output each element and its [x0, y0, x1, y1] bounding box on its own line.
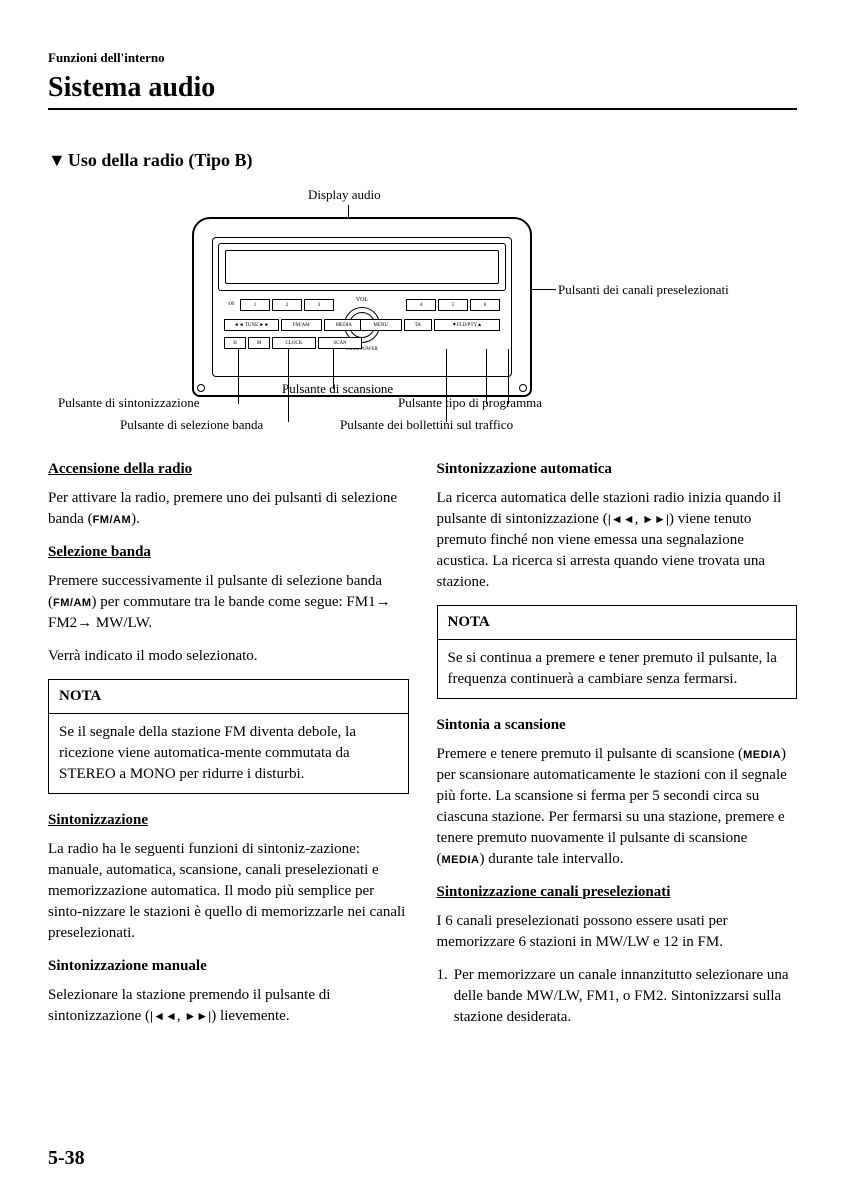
scan-label: Pulsante di scansione: [282, 382, 393, 396]
nota-body: Se si continua a premere e tener premuto…: [438, 640, 797, 698]
skip-forward-icon: ►►|: [184, 1009, 211, 1023]
preset-6: 6: [470, 299, 500, 311]
media-button: MEDIA: [324, 319, 364, 331]
media-label: MEDIA: [442, 854, 480, 866]
para: Premere e tenere premuto il pulsante di …: [437, 744, 798, 870]
nota-title: NOTA: [438, 606, 797, 640]
para: La ricerca automatica delle stazioni rad…: [437, 488, 798, 593]
triangle-icon: ▼: [48, 150, 66, 171]
para: La radio ha le seguenti funzioni di sint…: [48, 839, 409, 944]
fmam-label: FM/AM: [53, 597, 92, 609]
m-button: M: [248, 337, 270, 349]
preset-label: Pulsanti dei canali preselezionati: [558, 282, 729, 298]
para: Verrà indicato il modo selezionato.: [48, 646, 409, 667]
radio-unit: VOL PUSH POWER :00 1 2 3 4 5 6 ◄◄ TUNE ►…: [192, 217, 532, 397]
fmam-button: FM/AM: [281, 319, 321, 331]
preset-1: 1: [240, 299, 270, 311]
heading-sint-auto: Sintonizzazione automatica: [437, 459, 798, 480]
para: Premere successivamente il pulsante di s…: [48, 571, 409, 634]
heading-sintonia-scansione: Sintonia a scansione: [437, 715, 798, 736]
radio-diagram: Display audio Pulsanti dei canali presel…: [48, 187, 797, 437]
section-title-text: Uso della radio (Tipo B): [68, 150, 253, 170]
preset-4: 4: [406, 299, 436, 311]
right-column: Sintonizzazione automatica La ricerca au…: [437, 457, 798, 1039]
bandselect-label: Pulsante di selezione banda: [120, 417, 263, 433]
heading-canali-preselezionati: Sintonizzazione canali preselezionati: [437, 882, 798, 903]
list-text: Per memorizzare un canale innanzitutto s…: [454, 965, 797, 1028]
tune-button: ◄◄ TUNE ►►: [224, 319, 279, 331]
media-label: MEDIA: [743, 749, 781, 761]
heading-selezione-banda: Selezione banda: [48, 542, 409, 563]
page-number: 5-38: [48, 1147, 85, 1170]
screw-icon: [519, 384, 527, 392]
btn-00: :00: [224, 299, 238, 311]
nota-title: NOTA: [49, 680, 408, 714]
para: Per attivare la radio, premere uno dei p…: [48, 488, 409, 530]
list-number: 1.: [437, 965, 448, 1028]
h-button: H: [224, 337, 246, 349]
traffic-label: Pulsante dei bollettini sul traffico: [340, 417, 513, 433]
list-item: 1. Per memorizzare un canale innanzitutt…: [437, 965, 798, 1028]
clock-button: CLOCK: [272, 337, 316, 349]
scan-button: SCAN: [318, 337, 362, 349]
skip-back-icon: |◄◄: [608, 512, 635, 526]
ta-button: TA: [404, 319, 432, 331]
programtype-label: Pulsante tipo di programma: [398, 395, 542, 411]
display-screen: [218, 243, 506, 291]
nota-body: Se il segnale della stazione FM diventa …: [49, 714, 408, 793]
heading-accensione: Accensione della radio: [48, 459, 409, 480]
para: Selezionare la stazione premendo il puls…: [48, 985, 409, 1027]
heading-sint-manuale: Sintonizzazione manuale: [48, 956, 409, 977]
preset-2: 2: [272, 299, 302, 311]
heading-sintonizzazione: Sintonizzazione: [48, 810, 409, 831]
main-title: Sistema audio: [48, 72, 797, 110]
screw-icon: [197, 384, 205, 392]
nota-box: NOTA Se il segnale della stazione FM div…: [48, 679, 409, 794]
skip-back-icon: |◄◄: [150, 1009, 177, 1023]
section-title: ▼Uso della radio (Tipo B): [48, 150, 797, 171]
breadcrumb: Funzioni dell'interno: [48, 50, 797, 66]
menu-button: MENU: [360, 319, 402, 331]
preset-5: 5: [438, 299, 468, 311]
preset-3: 3: [304, 299, 334, 311]
skip-forward-icon: ►►|: [642, 512, 669, 526]
display-label: Display audio: [308, 187, 381, 203]
tune-label: Pulsante di sintonizzazione: [58, 395, 200, 411]
nota-box: NOTA Se si continua a premere e tener pr…: [437, 605, 798, 699]
fmam-label: FM/AM: [93, 514, 132, 526]
left-column: Accensione della radio Per attivare la r…: [48, 457, 409, 1039]
para: I 6 canali preselezionati possono essere…: [437, 911, 798, 953]
fldpty-button: ▼FLD/PTY▲: [434, 319, 500, 331]
